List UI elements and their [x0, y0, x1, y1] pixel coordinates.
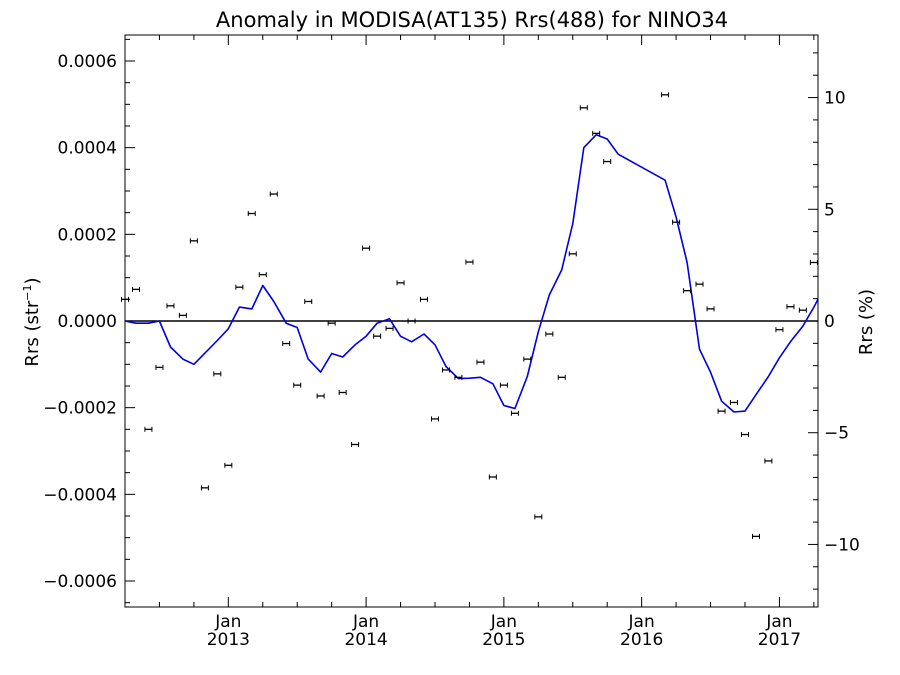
x-tick-month: Jan	[628, 612, 655, 632]
data-point	[132, 286, 141, 292]
x-tick-month: Jan	[214, 612, 241, 632]
data-point	[579, 105, 588, 111]
data-point	[661, 92, 670, 98]
right-tick-label: −10	[824, 535, 860, 555]
left-axis: 0.0006 0.0004 0.0002 0.0000 −0.0002 −0.0004 −0…	[43, 38, 135, 604]
data-point	[476, 359, 485, 365]
plot-area	[121, 92, 819, 539]
right-tick-label: 0	[824, 312, 835, 332]
data-point	[775, 327, 784, 333]
data-point	[304, 299, 313, 304]
data-point	[155, 364, 164, 370]
left-tick-label: −0.0004	[43, 485, 117, 505]
x-tick-month: Jan	[352, 612, 379, 632]
data-point	[603, 159, 612, 165]
data-point	[499, 382, 508, 388]
data-point	[488, 474, 497, 480]
data-point	[465, 259, 474, 265]
data-point	[189, 238, 198, 244]
data-point	[752, 533, 761, 539]
x-tick-year: 2014	[344, 630, 387, 650]
data-point	[706, 306, 715, 312]
data-point	[178, 312, 187, 318]
chart-title: Anomaly in MODISA(AT135) Rrs(488) for NI…	[216, 8, 728, 32]
data-point	[419, 296, 428, 302]
data-point	[224, 462, 233, 468]
data-point	[454, 374, 463, 380]
data-point	[568, 251, 577, 257]
data-point	[200, 485, 209, 491]
data-point	[385, 325, 394, 331]
data-point	[213, 371, 222, 377]
left-tick-label: −0.0006	[43, 572, 117, 592]
data-point	[407, 318, 416, 324]
data-point	[373, 333, 382, 339]
x-tick-month: Jan	[765, 612, 792, 632]
data-point	[430, 416, 439, 422]
right-tick-label: 10	[824, 89, 846, 109]
data-point	[683, 288, 692, 294]
data-point	[258, 272, 267, 278]
left-tick-label: 0.0000	[58, 312, 117, 332]
data-point	[166, 303, 175, 309]
data-point	[523, 356, 532, 362]
data-point	[293, 382, 302, 388]
x-tick-year: 2017	[758, 630, 801, 650]
data-point	[557, 374, 566, 380]
data-point	[316, 393, 325, 399]
y-axis-left-title: Rrs (str−1)	[21, 277, 43, 366]
data-point	[442, 367, 451, 373]
data-point	[764, 458, 773, 464]
x-tick-year: 2016	[620, 630, 663, 650]
right-tick-label: −5	[824, 424, 849, 444]
data-point	[672, 219, 681, 225]
data-point	[144, 426, 153, 432]
left-tick-label: 0.0002	[58, 225, 117, 245]
data-point	[534, 514, 543, 520]
data-point	[729, 399, 738, 405]
data-point	[396, 280, 405, 286]
data-point	[545, 331, 554, 337]
data-point	[282, 341, 291, 347]
left-tick-label: −0.0002	[43, 399, 117, 419]
smoothed-anomaly-line	[124, 133, 819, 413]
x-tick-year: 2013	[207, 630, 250, 650]
right-axis: 10 5 0 −5 −10	[808, 52, 860, 590]
data-point	[269, 191, 278, 197]
data-point	[327, 320, 336, 326]
data-point	[592, 130, 601, 136]
right-tick-label: 5	[824, 200, 835, 220]
data-point	[798, 307, 807, 313]
left-tick-label: 0.0006	[58, 52, 117, 72]
data-point	[809, 260, 818, 265]
data-point	[351, 442, 360, 447]
data-point	[235, 284, 244, 290]
x-tick-month: Jan	[490, 612, 517, 632]
data-point	[362, 245, 371, 251]
data-point	[717, 408, 726, 414]
data-point	[695, 281, 704, 287]
x-tick-year: 2015	[482, 630, 525, 650]
y-axis-right-title: Rrs (%)	[856, 289, 877, 355]
data-point	[786, 304, 795, 310]
plot-frame	[124, 34, 819, 608]
data-point	[740, 432, 749, 438]
left-tick-label: 0.0004	[58, 139, 117, 159]
data-point	[510, 410, 519, 416]
data-point	[247, 211, 256, 217]
data-point	[338, 390, 347, 395]
